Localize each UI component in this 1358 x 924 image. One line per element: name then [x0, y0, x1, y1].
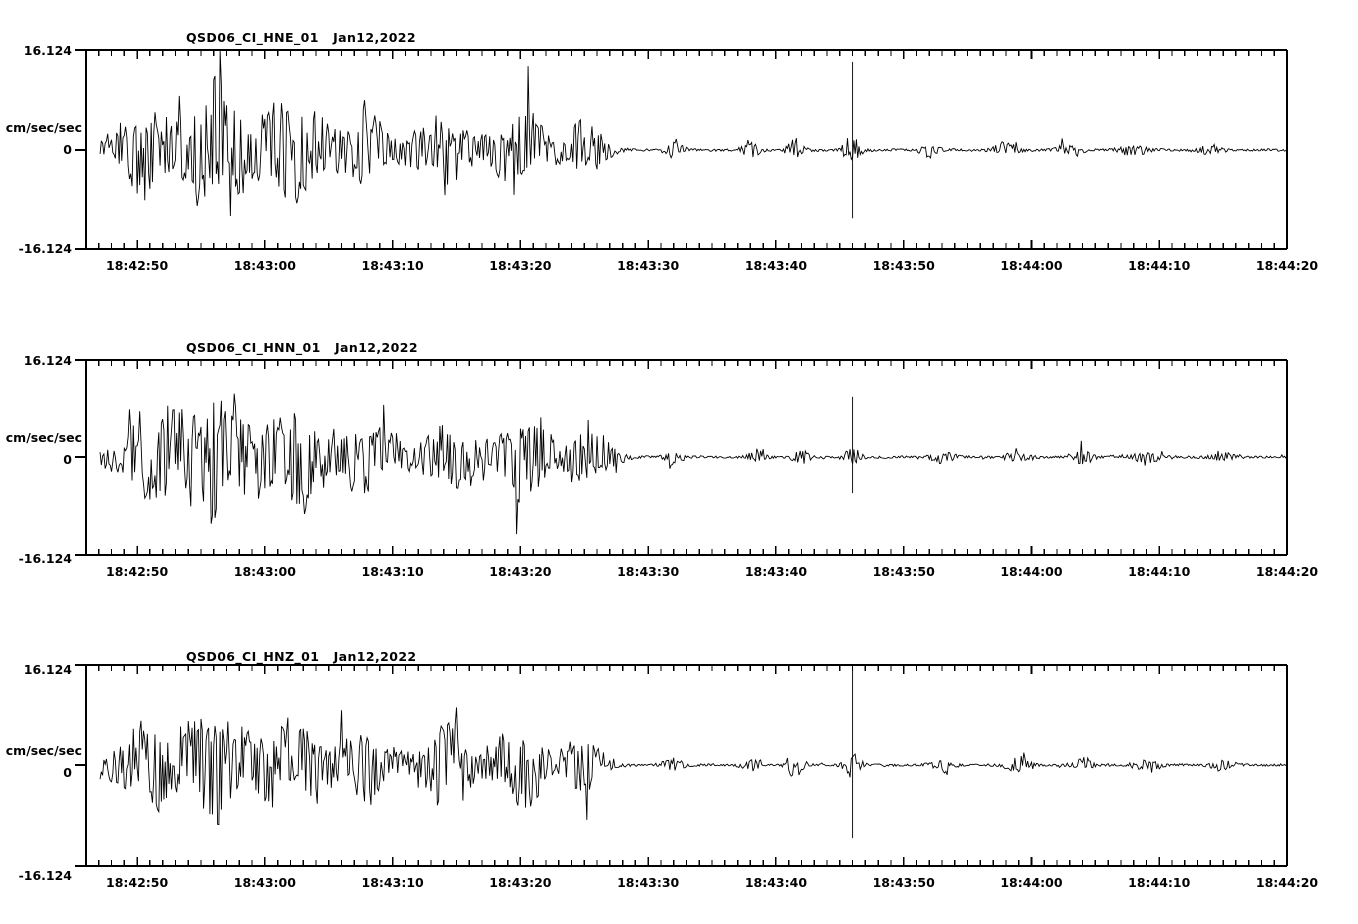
y-tick-zero-hnn: 0 — [63, 452, 72, 467]
x-tick-label: 18:43:00 — [233, 875, 296, 890]
x-tick-label: 18:43:30 — [617, 875, 680, 890]
x-tick-label: 18:43:50 — [872, 875, 935, 890]
x-tick-label: 18:44:00 — [1000, 564, 1063, 579]
x-axis-minor-ticks — [85, 50, 1275, 249]
y-axis-ticks — [75, 49, 86, 250]
x-tick-label: 18:43:40 — [744, 258, 808, 273]
y-tick-max-hnz: 16.124 — [23, 662, 72, 677]
waveform-trace-hne — [99, 50, 1288, 216]
panel-title-hnz: QSD06_CI_HNZ_01 Jan12,2022 — [186, 649, 417, 664]
panel-title-hnn: QSD06_CI_HNN_01 Jan12,2022 — [186, 340, 418, 355]
waveform-panel-hnz: QSD06_CI_HNZ_01 Jan12,2022 16.124 cm/sec… — [0, 615, 1358, 924]
x-axis-major-ticks — [136, 665, 1288, 866]
x-tick-label: 18:43:10 — [361, 564, 424, 579]
x-axis-major-ticks — [136, 50, 1288, 249]
x-tick-label: 18:44:20 — [1255, 564, 1319, 579]
y-axis-units-hnz: cm/sec/sec — [5, 743, 82, 758]
x-tick-label: 18:42:50 — [106, 258, 169, 273]
y-axis-ticks — [75, 359, 86, 556]
plot-frame — [85, 664, 1288, 867]
y-axis-ticks — [75, 664, 86, 867]
x-tick-label: 18:42:50 — [106, 875, 169, 890]
x-tick-label: 18:44:20 — [1255, 258, 1319, 273]
x-tick-label: 18:43:20 — [489, 258, 552, 273]
x-tick-label: 18:43:50 — [872, 564, 935, 579]
x-tick-label: 18:44:10 — [1128, 875, 1191, 890]
x-tick-label: 18:44:10 — [1128, 564, 1191, 579]
x-tick-label: 18:42:50 — [106, 564, 169, 579]
y-tick-min-hnz: -16.124 — [18, 868, 72, 883]
y-tick-min-hne: -16.124 — [18, 241, 72, 256]
x-tick-label: 18:43:20 — [489, 564, 552, 579]
x-tick-label: 18:44:00 — [1000, 875, 1063, 890]
y-axis-units-hne: cm/sec/sec — [5, 120, 82, 135]
panel-title-hne: QSD06_CI_HNE_01 Jan12,2022 — [186, 30, 417, 45]
y-tick-max-hne: 16.124 — [23, 43, 72, 58]
x-axis-minor-ticks — [85, 360, 1275, 555]
x-tick-label: 18:43:00 — [233, 258, 296, 273]
y-tick-max-hnn: 16.124 — [23, 353, 72, 368]
x-axis-minor-ticks — [85, 665, 1275, 866]
x-tick-label: 18:43:40 — [744, 564, 808, 579]
y-axis-units-hnn: cm/sec/sec — [5, 430, 82, 445]
plot-area-hnn — [75, 359, 1288, 556]
x-tick-label: 18:44:10 — [1128, 258, 1191, 273]
x-axis-major-ticks — [136, 360, 1288, 555]
y-tick-min-hnn: -16.124 — [18, 551, 72, 566]
x-tick-label: 18:43:30 — [617, 564, 680, 579]
x-tick-label: 18:44:00 — [1000, 258, 1063, 273]
x-tick-label: 18:43:00 — [233, 564, 296, 579]
x-tick-label: 18:43:50 — [872, 258, 935, 273]
x-tick-label: 18:43:10 — [361, 258, 424, 273]
waveform-trace-hnn — [99, 393, 1288, 535]
waveform-panel-hne: QSD06_CI_HNE_01 Jan12,2022 16.124 cm/sec… — [0, 0, 1358, 300]
x-tick-label: 18:44:20 — [1255, 875, 1319, 890]
x-tick-label: 18:43:30 — [617, 258, 680, 273]
waveform-panel-hnn: QSD06_CI_HNN_01 Jan12,2022 16.124 cm/sec… — [0, 310, 1358, 610]
x-tick-label: 18:43:10 — [361, 875, 424, 890]
x-tick-label: 18:43:40 — [744, 875, 808, 890]
y-tick-zero-hnz: 0 — [63, 765, 72, 780]
plot-area-hne — [75, 49, 1288, 250]
plot-area-hnz — [75, 664, 1288, 867]
waveform-trace-hnz — [99, 707, 1288, 826]
y-tick-zero-hne: 0 — [63, 142, 72, 157]
x-tick-label: 18:43:20 — [489, 875, 552, 890]
